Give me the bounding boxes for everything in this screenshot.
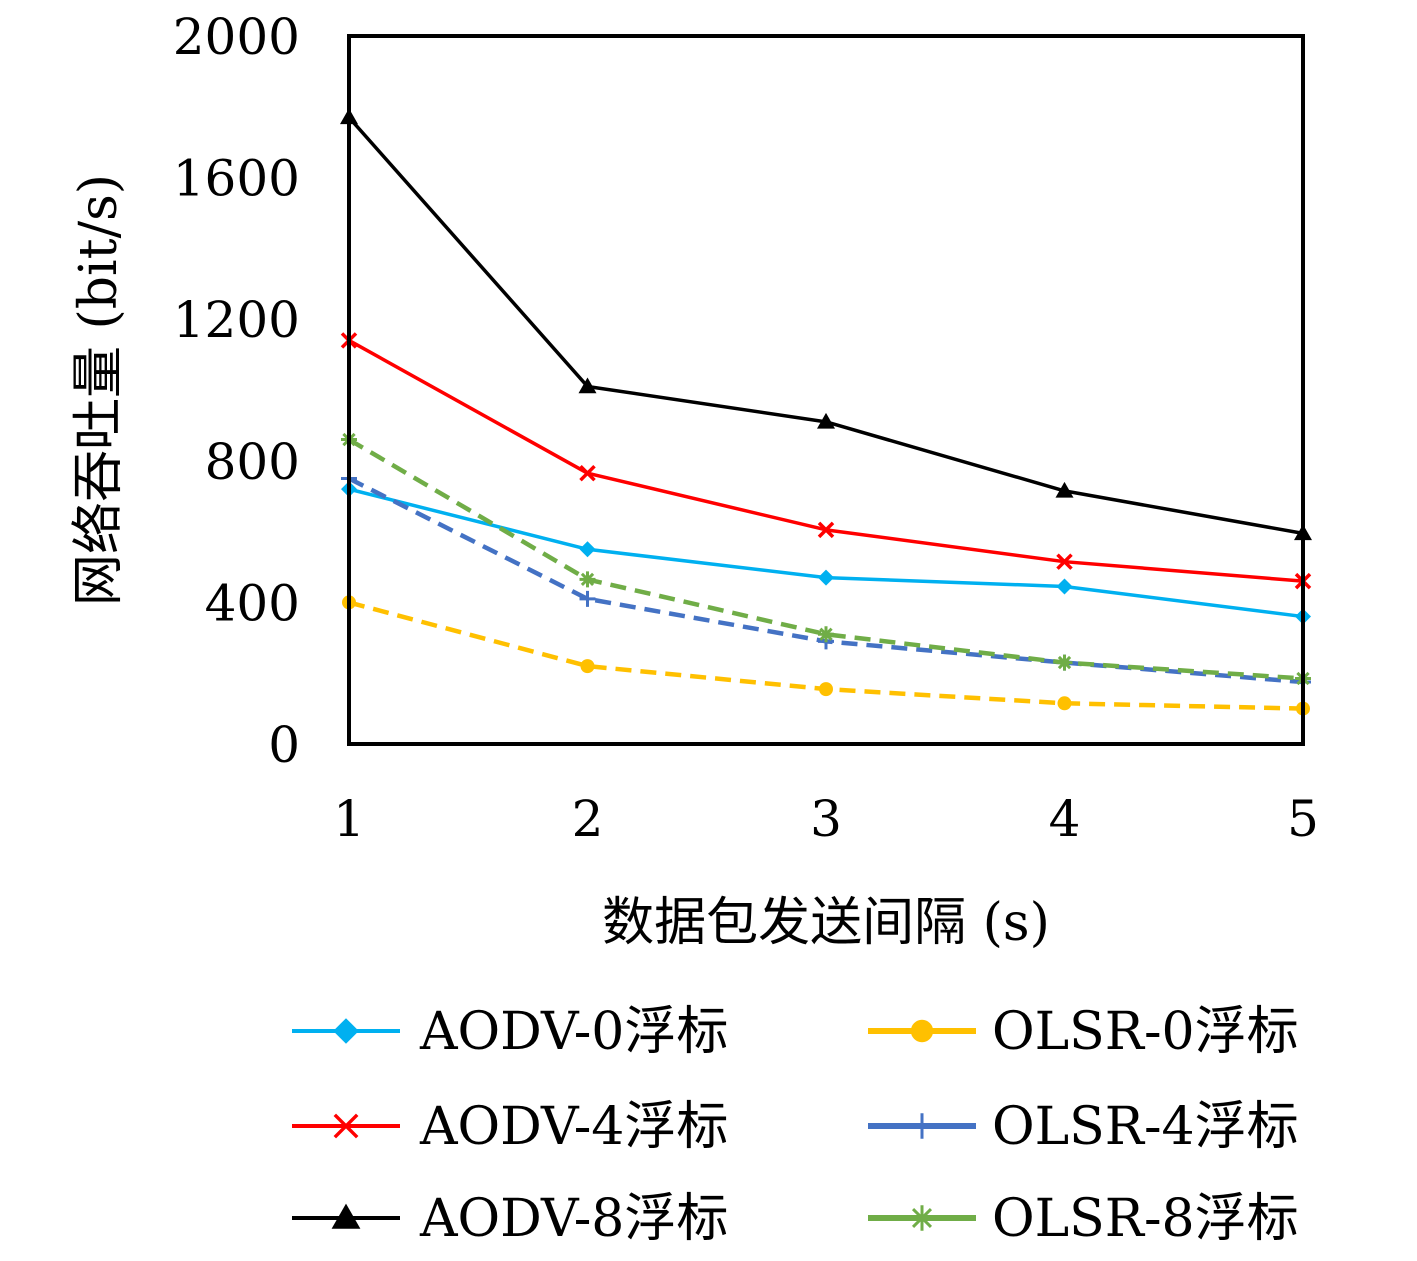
x-marker bbox=[333, 1113, 359, 1139]
series-line bbox=[347, 116, 1304, 536]
y-tick-label: 2000 bbox=[173, 8, 300, 66]
legend-label: OLSR-8浮标 bbox=[992, 1189, 1299, 1249]
y-tick-label: 1600 bbox=[173, 150, 300, 208]
legend-item: AODV-0浮标 bbox=[292, 1002, 728, 1062]
series-5 bbox=[340, 108, 1312, 541]
data-point-x bbox=[817, 521, 835, 539]
data-point-asterisk bbox=[579, 571, 596, 588]
x-tick-label: 2 bbox=[572, 790, 604, 848]
data-point-diamond bbox=[818, 569, 834, 586]
legend-item: AODV-8浮标 bbox=[292, 1189, 728, 1249]
x-axis-ticks: 1 2 3 4 5 bbox=[333, 790, 1319, 848]
legend-label: AODV-4浮标 bbox=[419, 1097, 728, 1157]
y-axis-title: 网络吞吐量 (bit/s) bbox=[69, 174, 129, 606]
y-tick-label: 0 bbox=[268, 716, 300, 774]
data-point-triangle bbox=[1055, 481, 1074, 498]
legend-label: OLSR-4浮标 bbox=[992, 1097, 1299, 1157]
data-point-asterisk bbox=[818, 626, 834, 643]
data-point-plus bbox=[579, 590, 596, 607]
data-point-diamond bbox=[1056, 578, 1073, 595]
y-axis-ticks: 0 400 800 1200 1600 2000 bbox=[173, 8, 300, 774]
data-point-x bbox=[579, 464, 596, 482]
legend-label: OLSR-0浮标 bbox=[992, 1002, 1299, 1062]
data-point-circle bbox=[580, 659, 595, 674]
legend-label: AODV-0浮标 bbox=[419, 1002, 728, 1062]
y-tick-label: 400 bbox=[205, 574, 300, 632]
x-tick-label: 5 bbox=[1287, 790, 1319, 848]
data-point-x bbox=[1056, 553, 1073, 570]
x-tick-label: 3 bbox=[810, 790, 842, 848]
series-line bbox=[347, 437, 1304, 681]
data-point-triangle bbox=[817, 412, 835, 429]
plus-marker bbox=[909, 1113, 935, 1139]
legend-label: AODV-8浮标 bbox=[419, 1189, 728, 1249]
series-2 bbox=[342, 595, 1310, 716]
x-axis-title: 数据包发送间隔 (s) bbox=[602, 893, 1050, 953]
data-point-asterisk bbox=[1056, 654, 1073, 671]
data-point-triangle bbox=[578, 377, 597, 394]
y-tick-label: 800 bbox=[205, 433, 300, 491]
circle-marker bbox=[910, 1019, 934, 1043]
legend: AODV-0浮标 OLSR-0浮标 AODV-4浮标 OLSR-4浮标 AODV-8浮标… bbox=[292, 1002, 1299, 1249]
legend-item: OLSR-0浮标 bbox=[868, 1002, 1299, 1062]
legend-item: AODV-4浮标 bbox=[292, 1097, 728, 1157]
x-tick-label: 4 bbox=[1049, 790, 1081, 848]
series-layer bbox=[340, 108, 1312, 716]
series-1 bbox=[341, 481, 1311, 625]
data-point-circle bbox=[1057, 696, 1072, 711]
diamond-marker bbox=[333, 1018, 359, 1044]
series-line bbox=[348, 338, 1304, 583]
y-tick-label: 1200 bbox=[173, 291, 300, 349]
data-point-diamond bbox=[579, 541, 596, 558]
asterisk-marker bbox=[909, 1205, 935, 1231]
triangle-marker bbox=[331, 1203, 361, 1229]
legend-item: OLSR-4浮标 bbox=[868, 1097, 1299, 1157]
plot-area-frame bbox=[347, 34, 1305, 746]
data-point-circle bbox=[819, 682, 833, 697]
legend-item: OLSR-8浮标 bbox=[868, 1189, 1299, 1249]
x-tick-label: 1 bbox=[333, 790, 365, 848]
